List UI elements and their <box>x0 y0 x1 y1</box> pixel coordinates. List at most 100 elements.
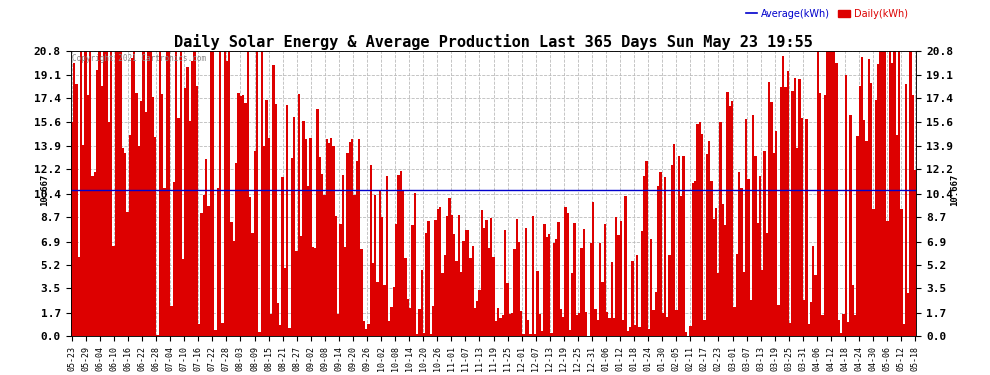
Bar <box>110 51 112 336</box>
Bar <box>639 327 641 336</box>
Bar <box>263 146 265 336</box>
Bar <box>330 138 333 336</box>
Bar <box>235 163 238 336</box>
Bar <box>571 273 573 336</box>
Bar <box>170 306 172 336</box>
Bar <box>759 176 761 336</box>
Bar <box>858 87 861 336</box>
Bar <box>773 153 775 336</box>
Bar <box>798 79 801 336</box>
Bar <box>706 154 708 336</box>
Bar <box>395 224 397 336</box>
Bar <box>428 221 430 336</box>
Bar <box>822 315 824 336</box>
Bar <box>96 70 98 336</box>
Bar <box>652 309 654 336</box>
Bar <box>82 144 84 336</box>
Bar <box>414 193 416 336</box>
Bar <box>281 177 284 336</box>
Bar <box>678 156 680 336</box>
Bar <box>622 320 625 336</box>
Bar <box>499 318 502 336</box>
Bar <box>641 231 643 336</box>
Bar <box>214 330 217 336</box>
Bar <box>80 51 82 336</box>
Bar <box>444 255 446 336</box>
Bar <box>376 282 379 336</box>
Bar <box>557 222 559 336</box>
Bar <box>796 148 798 336</box>
Bar <box>856 136 858 336</box>
Bar <box>826 51 829 336</box>
Bar <box>369 165 372 336</box>
Bar <box>724 225 727 336</box>
Bar <box>789 323 791 336</box>
Bar <box>900 209 903 336</box>
Bar <box>910 51 912 336</box>
Bar <box>844 75 846 336</box>
Bar <box>421 270 423 336</box>
Bar <box>323 195 326 336</box>
Title: Daily Solar Energy & Average Production Last 365 Days Sun May 23 19:55: Daily Solar Energy & Average Production … <box>174 34 813 50</box>
Bar <box>694 181 696 336</box>
Bar <box>75 84 77 336</box>
Bar <box>198 324 200 336</box>
Bar <box>243 94 245 336</box>
Bar <box>597 320 599 336</box>
Bar <box>717 273 720 336</box>
Bar <box>696 124 699 336</box>
Bar <box>573 223 576 336</box>
Bar <box>478 291 481 336</box>
Bar <box>884 51 886 336</box>
Bar <box>701 134 703 336</box>
Bar <box>158 51 161 336</box>
Bar <box>300 237 302 336</box>
Bar <box>168 51 170 336</box>
Bar <box>618 235 620 336</box>
Bar <box>175 51 177 336</box>
Bar <box>450 214 453 336</box>
Bar <box>523 334 525 336</box>
Bar <box>228 51 231 336</box>
Bar <box>117 51 119 336</box>
Bar <box>87 95 89 336</box>
Bar <box>189 121 191 336</box>
Bar <box>249 197 251 336</box>
Bar <box>91 176 94 336</box>
Bar <box>749 300 752 336</box>
Bar <box>191 61 193 336</box>
Bar <box>513 249 516 336</box>
Bar <box>613 318 615 336</box>
Bar <box>210 51 212 336</box>
Bar <box>84 51 87 336</box>
Bar <box>736 254 738 336</box>
Bar <box>126 212 129 336</box>
Bar <box>882 51 884 336</box>
Text: Copyright 2021 Cartronics.com: Copyright 2021 Cartronics.com <box>72 54 206 63</box>
Bar <box>193 51 196 336</box>
Bar <box>604 224 606 336</box>
Bar <box>664 177 666 336</box>
Bar <box>182 259 184 336</box>
Bar <box>504 230 506 336</box>
Bar <box>145 112 148 336</box>
Bar <box>534 334 537 336</box>
Bar <box>245 103 247 336</box>
Bar <box>580 248 583 336</box>
Bar <box>212 51 214 336</box>
Bar <box>643 176 645 336</box>
Bar <box>787 71 789 336</box>
Bar <box>539 314 541 336</box>
Bar <box>353 195 355 336</box>
Bar <box>520 311 523 336</box>
Bar <box>889 51 891 336</box>
Bar <box>141 101 143 336</box>
Bar <box>829 51 831 336</box>
Bar <box>203 195 205 336</box>
Bar <box>625 195 627 336</box>
Bar <box>260 51 263 336</box>
Bar <box>423 333 425 336</box>
Bar <box>502 315 504 336</box>
Bar <box>838 320 840 336</box>
Bar <box>346 153 348 336</box>
